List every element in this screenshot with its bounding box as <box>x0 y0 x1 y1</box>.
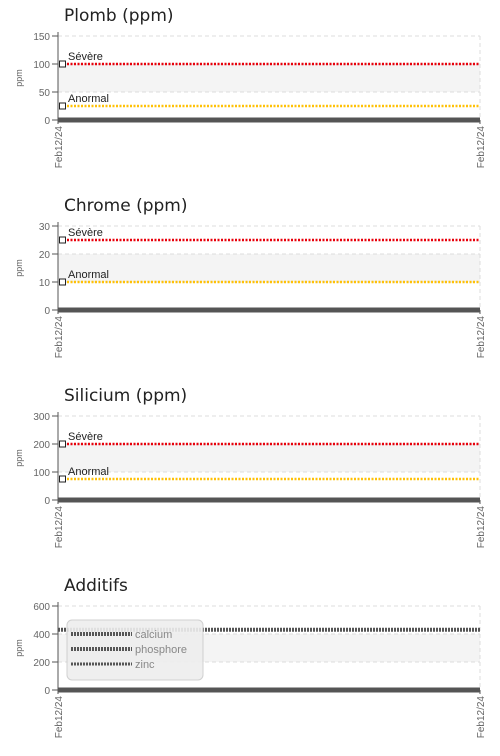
x-tick-label: Feb12/24 <box>476 506 487 549</box>
y-tick-label: 10 <box>39 278 51 289</box>
legend-label: phosphore <box>135 644 187 656</box>
threshold-label: Sévère <box>68 227 103 239</box>
threshold-label: Sévère <box>68 431 103 443</box>
x-tick-label: Feb12/24 <box>54 126 65 169</box>
threshold-marker <box>59 102 66 110</box>
threshold-label: Anormal <box>68 93 109 105</box>
y-axis-label: ppm <box>14 639 24 657</box>
threshold-marker <box>59 475 66 483</box>
y-tick-label: 150 <box>33 32 50 43</box>
y-tick-label: 600 <box>33 602 50 613</box>
y-tick-label: 200 <box>33 658 50 669</box>
x-tick-label: Feb12/24 <box>54 696 65 739</box>
y-tick-label: 300 <box>33 412 50 423</box>
x-tick-label: Feb12/24 <box>476 696 487 739</box>
plot-band <box>58 64 480 92</box>
y-tick-label: 0 <box>44 116 50 127</box>
chart-panel-additifs: Additifs 0 200 400 600 ppm Feb12/24 Feb12/24 ca… <box>0 570 500 756</box>
y-tick-label: 0 <box>44 686 50 697</box>
chart-plomb: 0 50 100 150 ppm Sévère Anormal Feb12/24 Feb12/2… <box>14 32 487 169</box>
x-tick-label: Feb12/24 <box>476 316 487 359</box>
threshold-label: Sévère <box>68 51 103 63</box>
x-tick-label: Feb12/24 <box>476 126 487 169</box>
plot-band <box>58 444 480 472</box>
plot-band <box>58 254 480 282</box>
y-axis-label: ppm <box>14 259 24 277</box>
threshold-marker <box>59 236 66 244</box>
threshold-marker <box>59 60 66 68</box>
threshold-label: Anormal <box>68 466 109 478</box>
y-tick-label: 30 <box>39 222 51 233</box>
chart-title: Additifs <box>64 576 128 596</box>
threshold-marker <box>59 278 66 286</box>
y-tick-label: 50 <box>39 88 51 99</box>
y-tick-label: 0 <box>44 306 50 317</box>
y-tick-label: 400 <box>33 630 50 641</box>
chart-silicium: 0 100 200 300 ppm Sévère Anormal Feb12/24 Feb12/… <box>14 412 487 549</box>
y-axis-label: ppm <box>14 69 24 87</box>
chart-panel-chrome: Chrome (ppm) 0 10 20 30 ppm Sévère Anormal Feb1… <box>0 190 500 380</box>
threshold-label: Anormal <box>68 269 109 281</box>
y-tick-label: 100 <box>33 468 50 479</box>
chart-panel-plomb: Plomb (ppm) 0 50 100 150 ppm Sévère Anormal Feb… <box>0 0 500 190</box>
y-tick-label: 100 <box>33 60 50 71</box>
chart-title: Plomb (ppm) <box>64 6 174 26</box>
y-tick-label: 20 <box>39 250 51 261</box>
x-tick-label: Feb12/24 <box>54 316 65 359</box>
x-tick-label: Feb12/24 <box>54 506 65 549</box>
chart-panel-silicium: Silicium (ppm) 0 100 200 300 ppm Sévère Anorma… <box>0 380 500 570</box>
chart-additifs: 0 200 400 600 ppm Feb12/24 Feb12/24 calcium phos… <box>14 602 487 739</box>
y-tick-label: 200 <box>33 440 50 451</box>
legend-label: zinc <box>135 659 155 671</box>
threshold-marker <box>59 440 66 448</box>
y-tick-label: 0 <box>44 496 50 507</box>
chart-chrome: 0 10 20 30 ppm Sévère Anormal Feb12/24 Feb12/24 <box>14 222 487 359</box>
y-axis-label: ppm <box>14 449 24 467</box>
chart-title: Chrome (ppm) <box>64 196 188 216</box>
chart-title: Silicium (ppm) <box>64 386 188 406</box>
legend-label: calcium <box>135 629 172 641</box>
